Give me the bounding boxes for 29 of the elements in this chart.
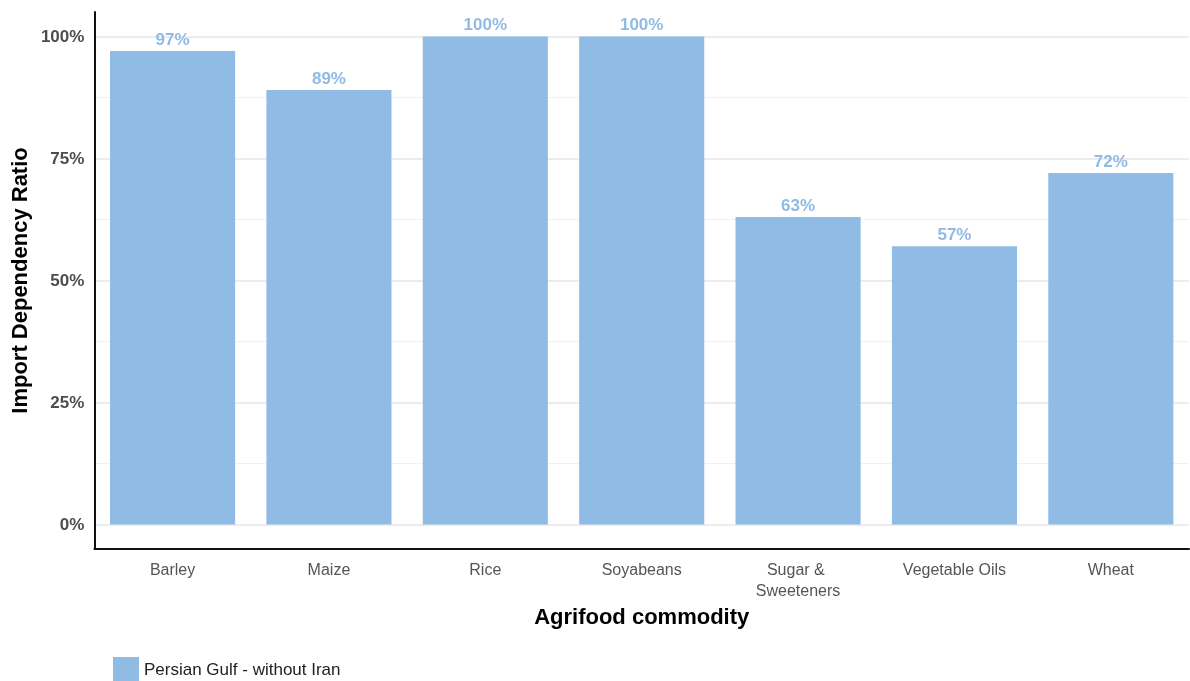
bar [891, 246, 1017, 525]
x-tick-label: Maize [307, 561, 351, 578]
bar [422, 36, 548, 525]
data-label: 100% [463, 15, 508, 35]
y-tick-label: 100% [40, 26, 85, 46]
y-tick-label: 75% [50, 148, 85, 168]
x-axis-title: Agrifood commodity [534, 604, 750, 630]
x-tick-label: Vegetable Oils [902, 561, 1007, 578]
y-tick-label: 0% [59, 515, 85, 535]
bar [266, 90, 392, 525]
legend-label: Persian Gulf - without Iran [144, 659, 341, 679]
x-tick-label: Sugar & Sweeteners [755, 561, 841, 599]
data-label: 63% [781, 196, 816, 216]
data-label: 97% [155, 30, 190, 50]
data-label: 89% [311, 69, 346, 89]
data-label: 100% [619, 15, 664, 35]
x-tick-label: Rice [469, 561, 502, 578]
x-tick-label: Soyabeans [601, 561, 682, 578]
bar [110, 51, 236, 525]
data-label: 57% [937, 225, 972, 245]
bar [1048, 173, 1174, 525]
y-tick-label: 25% [50, 393, 85, 413]
bar [735, 217, 861, 525]
data-label: 72% [1093, 152, 1128, 172]
y-tick-label: 50% [50, 271, 85, 290]
x-tick-label: Wheat [1087, 561, 1135, 578]
y-axis-title: Import Dependency Ratio [6, 147, 32, 414]
x-tick-label: Barley [149, 561, 196, 578]
bar [579, 36, 705, 525]
